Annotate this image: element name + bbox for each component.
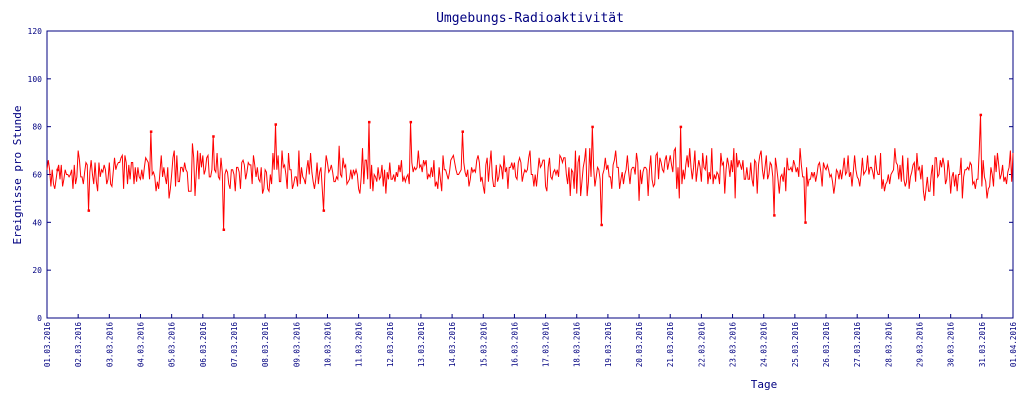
y-tick-label: 60 (32, 171, 42, 180)
data-point (368, 120, 371, 124)
y-tick-label: 120 (28, 27, 43, 36)
data-point (56, 168, 59, 172)
x-tick-label: 21.03.2016 (666, 322, 675, 368)
data-point (409, 120, 413, 124)
x-tick-label: 25.03.2016 (791, 322, 800, 368)
y-tick-label: 100 (28, 75, 43, 84)
x-tick-label: 31.03.2016 (978, 322, 987, 368)
x-tick-label: 22.03.2016 (697, 322, 706, 368)
series-line (46, 114, 1014, 230)
data-point (222, 228, 226, 232)
data-point (773, 214, 776, 217)
x-tick-label: 18.03.2016 (573, 322, 582, 368)
x-tick-label: 10.03.2016 (323, 322, 332, 368)
x-tick-label: 12.03.2016 (386, 322, 395, 368)
data-point (679, 125, 683, 129)
x-tick-label: 16.03.2016 (510, 322, 519, 368)
x-tick-label: 05.03.2016 (168, 322, 177, 368)
data-point (979, 113, 983, 117)
x-axis: 01.03.2016 02.03.2016 03.03.2016 04.03.2016… (43, 314, 1018, 367)
x-tick-label: 15.03.2016 (479, 322, 488, 368)
x-tick-label: 29.03.2016 (916, 322, 925, 368)
y-tick-label: 20 (32, 266, 42, 275)
x-tick-label: 24.03.2016 (760, 322, 769, 368)
data-point (212, 135, 215, 138)
data-point (591, 125, 594, 129)
x-tick-label: 11.03.2016 (355, 322, 364, 368)
x-tick-label: 04.03.2016 (136, 322, 145, 368)
chart-title: Umgebungs-Radioaktivität (436, 11, 624, 26)
series-radioactivity (46, 113, 1014, 232)
data-point (461, 130, 464, 133)
x-tick-label: 26.03.2016 (822, 322, 831, 368)
y-tick-label: 40 (32, 218, 42, 227)
y-tick-label: 0 (37, 314, 42, 323)
data-point (274, 123, 278, 126)
y-axis-label: Ereignisse pro Stunde (11, 105, 24, 244)
x-tick-label: 03.03.2016 (105, 322, 114, 368)
x-tick-label: 01.04.2016 (1009, 322, 1018, 368)
x-tick-label: 30.03.2016 (947, 322, 956, 368)
data-point (149, 130, 153, 133)
y-tick-label: 80 (32, 123, 42, 132)
x-tick-label: 06.03.2016 (199, 322, 208, 368)
x-tick-label: 07.03.2016 (230, 322, 239, 368)
x-tick-label: 17.03.2016 (542, 322, 551, 368)
x-tick-label: 28.03.2016 (884, 322, 893, 368)
data-point (322, 209, 326, 212)
data-point (804, 221, 807, 224)
x-tick-label: 13.03.2016 (417, 322, 426, 368)
y-axis: 0 20 40 60 80 100 120 (28, 27, 1013, 323)
x-tick-label: 23.03.2016 (729, 322, 738, 368)
x-tick-label: 01.03.2016 (43, 322, 52, 368)
data-point (87, 209, 91, 212)
x-tick-label: 19.03.2016 (604, 322, 613, 368)
x-tick-label: 27.03.2016 (853, 322, 862, 368)
x-axis-label: Tage (751, 378, 778, 391)
x-tick-label: 14.03.2016 (448, 322, 457, 368)
x-tick-label: 02.03.2016 (74, 322, 83, 368)
x-tick-label: 08.03.2016 (261, 322, 270, 368)
x-tick-label: 09.03.2016 (292, 322, 301, 368)
x-tick-label: 20.03.2016 (635, 322, 644, 368)
data-point (600, 223, 603, 227)
